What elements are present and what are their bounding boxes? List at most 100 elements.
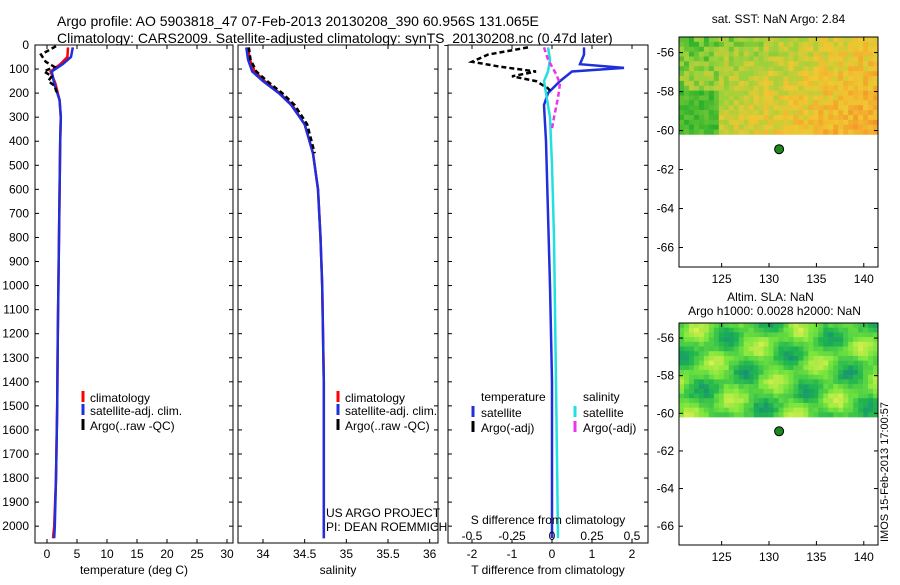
sla-grid-cell [748,384,754,390]
sst-grid-cell [728,105,735,111]
sla-grid-cell [863,379,869,385]
sst-grid-cell [768,75,774,82]
sst-grid-cell [853,110,859,116]
sla-lon-tick-label: 140 [854,550,874,564]
sst-grid-cell [718,71,725,77]
sst-grid-cell [728,85,735,91]
sst-grid-cell [858,100,864,106]
sla-grid-cell [848,332,854,338]
sst-grid-cell [778,56,784,62]
sst-grid-cell [853,90,859,96]
temperature-x-tick-label: 5 [74,547,81,561]
sst-grid-cell [833,124,839,130]
sla-grid-cell [773,341,779,347]
sla-grid-cell [743,365,749,371]
sla-grid-cell [788,332,794,338]
sla-grid-cell [788,370,794,376]
sst-grid-cell [813,66,819,72]
sst-grid-cell [803,110,809,116]
sst-grid-cell [858,66,864,72]
sst-grid-cell [798,95,804,101]
sst-grid-cell [863,75,869,82]
sla-grid-cell [778,346,784,352]
sla-grid-cell [713,323,720,328]
sst-grid-cell [683,71,690,77]
sla-grid-cell [773,332,779,338]
sst-grid-cell [688,66,695,72]
sst-grid-cell [733,37,739,43]
depth-tick-label: 0 [22,38,29,52]
sst-grid-cell [713,61,720,67]
sst-grid-cell [753,114,759,121]
sla-grid-cell [783,370,789,376]
sla-grid-cell [823,360,829,366]
sla-grid-cell [738,327,744,333]
sla-grid-cell [858,393,864,399]
sst-grid-cell [783,80,789,87]
sla-grid-cell [718,355,725,361]
sla-grid-cell [708,398,715,404]
sst-grid-cell [723,46,730,52]
sst-grid-cell [788,80,794,87]
sla-grid-cell [853,370,859,376]
sst-grid-cell [823,66,829,72]
sla-grid-cell [768,341,774,347]
sst-grid-cell [728,61,735,67]
sst-grid-cell [843,114,849,121]
sst-grid-cell [858,61,864,67]
sst-grid-cell [758,100,764,106]
sla-grid-cell [798,327,804,333]
sla-grid-cell [783,332,789,338]
sst-grid-cell [873,100,879,106]
sla-grid-cell [813,351,819,357]
temperature-x-tick-label: 10 [100,547,114,561]
sla-map-frame [678,322,879,546]
salinity-annotation-pi: PI: DEAN ROEMMICH [326,520,447,534]
sla-grid-cell [748,346,754,352]
sst-grid-cell [763,90,769,96]
sst-grid-cell [868,90,874,96]
sst-grid-cell [808,119,814,126]
sla-grid-cell [738,412,744,418]
sla-grid-cell [679,323,685,328]
sla-grid-cell [738,351,744,357]
sst-grid-cell [698,105,705,111]
sst-grid-cell [723,41,730,48]
sla-grid-cell [848,370,854,376]
sla-grid-cell [798,379,804,385]
sst-grid-cell [683,80,690,87]
sla-grid-cell [793,327,799,333]
sla-grid-cell [738,384,744,390]
sla-grid-cell [838,355,844,361]
sla-grid-cell [698,374,705,380]
sst-grid-cell [698,41,705,48]
sst-grid-cell [758,61,764,67]
sst-grid-cell [788,37,794,43]
sst-grid-cell [688,119,695,126]
sst-grid-cell [818,114,824,121]
sla-grid-cell [693,402,700,408]
sla-grid-cell [718,341,725,347]
sst-grid-cell [713,114,720,121]
sla-grid-cell [688,346,695,352]
sst-grid-cell [838,105,844,111]
sst-grid-cell [738,37,744,43]
sla-grid-cell [873,402,879,408]
sla-grid-cell [848,388,854,394]
sst-grid-cell [868,56,874,62]
sst-grid-cell [768,80,774,87]
diff-top-tick-label: 0 [549,529,556,543]
sst-grid-cell [843,37,849,43]
sla-grid-cell [693,332,700,338]
sla-grid-cell [798,355,804,361]
sst-grid-cell [723,51,730,57]
sla-grid-cell [743,360,749,366]
sst-grid-cell [738,56,744,62]
sla-grid-cell [868,337,874,343]
sst-grid-cell [688,46,695,52]
sla-grid-cell [763,388,769,394]
sla-grid-cell [833,355,839,361]
sst-grid-cell [858,124,864,130]
differences-x-tick-label: -1 [507,547,518,561]
sst-grid-cell [818,85,824,91]
